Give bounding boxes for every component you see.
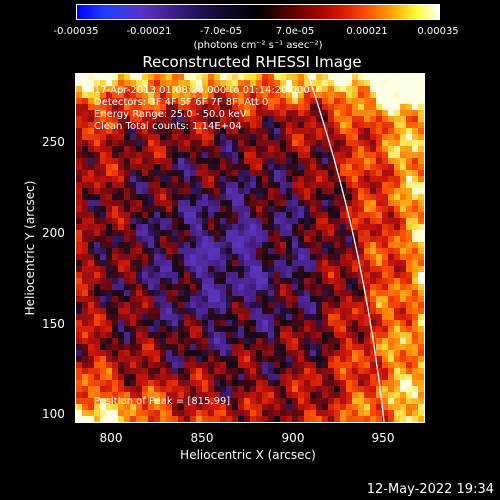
y-tick-label: 250 xyxy=(42,135,65,149)
info-energy: Energy Range: 25.0 - 50.0 keV xyxy=(94,109,247,120)
colorbar-tick: -0.00035 xyxy=(53,26,99,37)
y-axis-label: Heliocentric Y (arcsec) xyxy=(23,180,37,316)
colorbar xyxy=(76,4,440,20)
info-detectors: Detectors: 3F 4F 5F 6F 7F 8F, Att 0 xyxy=(94,97,269,108)
x-tick-label: 900 xyxy=(281,431,305,445)
solar-limb-line xyxy=(307,74,385,422)
image-title: Reconstructed RHESSI Image xyxy=(142,53,362,71)
y-tick-label: 100 xyxy=(42,407,65,421)
info-peak: Position of Peak = [815,99] xyxy=(94,396,231,407)
info-time: 17-Apr-2013 01:08:20.000 to 01:14:20.000 xyxy=(94,85,310,96)
rhessi-image xyxy=(75,73,425,423)
colorbar-tick: 0.00035 xyxy=(417,26,459,37)
colorbar-tick: -7.0e-05 xyxy=(200,26,242,37)
x-tick-label: 950 xyxy=(371,431,395,445)
colorbar-tick: -0.00021 xyxy=(126,26,172,37)
info-clean: Clean Total counts: 1.14E+04 xyxy=(94,121,242,132)
rhessi-image-pixels xyxy=(76,74,424,422)
y-tick-label: 150 xyxy=(42,317,65,331)
x-tick-label: 850 xyxy=(190,431,214,445)
colorbar-tick: 7.0e-05 xyxy=(275,26,315,37)
y-tick-label: 200 xyxy=(42,226,65,240)
timestamp: 12-May-2022 19:34 xyxy=(366,482,494,497)
x-tick-label: 800 xyxy=(99,431,123,445)
colorbar-unit: (photons cm⁻² s⁻¹ asec⁻²) xyxy=(193,40,323,51)
colorbar-tick: 0.00021 xyxy=(346,26,388,37)
x-axis-label: Heliocentric X (arcsec) xyxy=(180,448,316,462)
